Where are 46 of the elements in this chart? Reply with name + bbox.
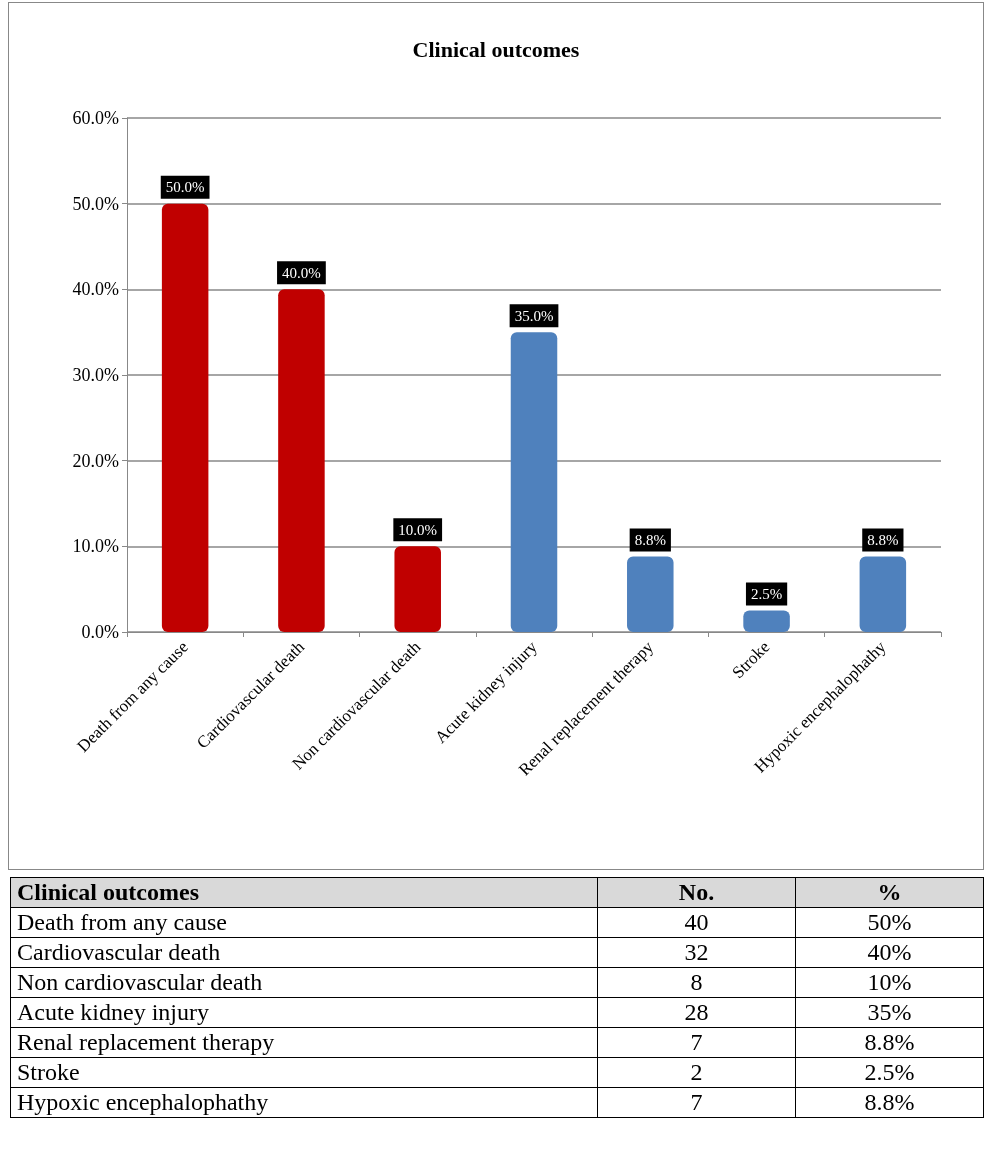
data-label: 7 (597, 1027, 796, 1058)
data-label: 32 (597, 937, 796, 968)
data-label: 35% (795, 997, 984, 1028)
category-label: Death from any cause (10, 907, 598, 938)
text: % (795, 877, 984, 908)
data-label: 8 (597, 967, 796, 998)
bar (278, 289, 325, 632)
bar (627, 556, 674, 632)
y-tick-label: 0.0% (81, 622, 119, 642)
category-label: Non cardiovascular death (10, 967, 598, 998)
chart-title: Clinical outcomes (412, 36, 580, 62)
y-tick-label: 60.0% (72, 108, 119, 128)
data-label: 7 (597, 1087, 796, 1118)
bar (510, 332, 558, 632)
text: No. (597, 877, 796, 908)
y-tick-label: 20.0% (72, 450, 119, 471)
data-label: 50.0% (165, 179, 205, 196)
data-label: 2.5% (750, 586, 783, 603)
y-tick-label: 10.0% (72, 536, 119, 557)
bar (743, 610, 790, 632)
category-label: Cardiovascular death (10, 937, 598, 968)
data-label: 35.0% (514, 307, 554, 324)
y-tick-label: 40.0% (72, 279, 119, 300)
category-label: Hypoxic encephalophathy (10, 1087, 598, 1118)
category-label: Acute kidney injury (10, 997, 598, 1028)
data-label: 10% (795, 967, 984, 998)
data-label: 2.5% (795, 1057, 984, 1088)
data-label: 8.8% (867, 532, 899, 549)
data-label: 50% (795, 907, 984, 938)
category-label: Stroke (10, 1057, 598, 1088)
data-label: 28 (597, 997, 796, 1028)
bar (394, 546, 441, 632)
y-tick-label: 30.0% (72, 365, 119, 385)
data-label: 8.8% (634, 532, 666, 549)
data-label: 8.8% (795, 1087, 984, 1118)
data-label: 10.0% (398, 521, 438, 538)
data-label: 2 (597, 1057, 796, 1088)
text: Clinical outcomes (10, 877, 598, 908)
bar (161, 203, 209, 632)
bar (859, 556, 907, 632)
data-label: 40.0% (282, 264, 321, 281)
data-label: 40% (795, 937, 984, 968)
y-tick-label: 50.0% (72, 193, 119, 214)
data-label: 8.8% (795, 1027, 984, 1058)
category-label: Renal replacement therapy (10, 1027, 598, 1058)
data-label: 40 (597, 907, 796, 938)
